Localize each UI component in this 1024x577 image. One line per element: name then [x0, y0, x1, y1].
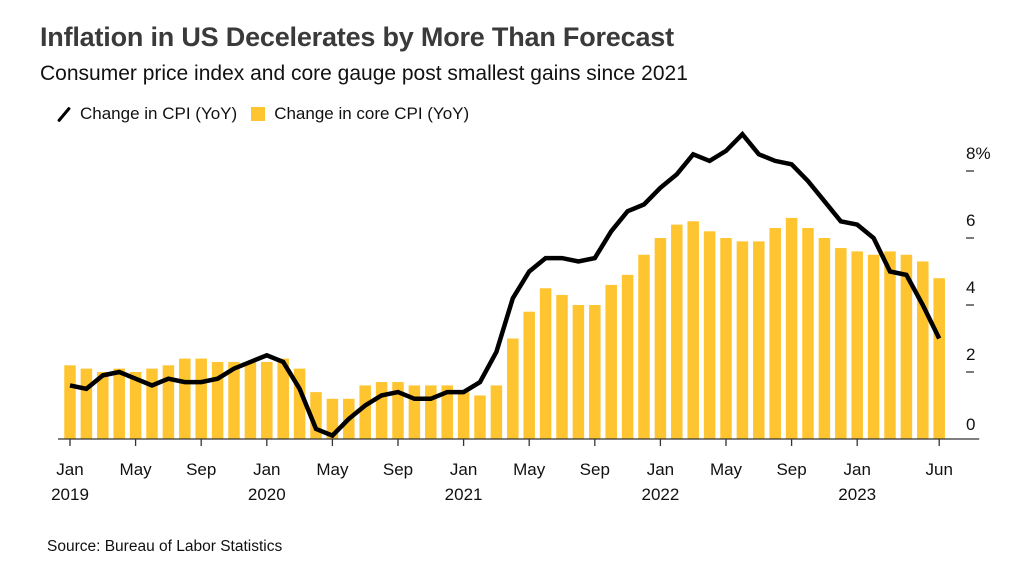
core-cpi-bar — [933, 278, 945, 439]
x-tick-label: Jan — [843, 460, 870, 479]
core-cpi-bar — [621, 274, 634, 439]
core-cpi-bar — [474, 395, 486, 439]
core-cpi-bar — [507, 338, 519, 439]
x-tick-label: May — [316, 460, 349, 479]
core-cpi-bar — [523, 311, 535, 439]
core-cpi-bar — [179, 358, 191, 439]
x-tick-label: Jan — [56, 460, 83, 479]
x-tick-year-label: 2023 — [838, 485, 876, 504]
core-cpi-bar — [736, 241, 749, 439]
y-tick-label: 6 — [966, 211, 975, 230]
core-cpi-bar — [539, 288, 552, 439]
legend-item-core-cpi: Change in core CPI (YoY) — [251, 104, 469, 124]
x-tick-label: Sep — [580, 460, 610, 479]
cpi-line-group — [69, 130, 942, 439]
x-tick-label: Jan — [450, 460, 477, 479]
core-cpi-bar — [293, 368, 306, 439]
x-tick-labels: Jan 2019 May Sep Jan 2020 May Sep Jan 2021 May Sep J… — [51, 460, 953, 504]
core-cpi-bar — [785, 217, 798, 439]
core-cpi-bar — [277, 358, 289, 439]
core-cpi-bar — [425, 385, 437, 439]
core-cpi-bar — [753, 241, 765, 439]
x-tick-label: Sep — [776, 460, 806, 479]
core-cpi-bar — [638, 254, 650, 439]
y-axis: 0 2 4 6 8% — [966, 144, 991, 434]
core-cpi-bar — [917, 261, 929, 439]
core-cpi-bar — [835, 248, 847, 439]
legend-label-core-cpi: Change in core CPI (YoY) — [274, 104, 470, 123]
x-tick-year-label: 2019 — [51, 485, 89, 504]
core-cpi-bar — [129, 372, 142, 439]
core-cpi-bar — [441, 385, 453, 439]
core-cpi-bar — [671, 224, 683, 439]
legend: Change in CPI (YoY) Change in core CPI (… — [56, 104, 483, 124]
core-cpi-bar — [113, 368, 125, 439]
y-tick-label: 8% — [966, 144, 991, 163]
core-cpi-bar — [687, 221, 699, 439]
x-tick-label: Jan — [253, 460, 280, 479]
core-cpi-bar — [556, 294, 568, 439]
core-cpi-bar — [457, 392, 470, 439]
core-cpi-bar — [720, 238, 732, 439]
legend-label-cpi: Change in CPI (YoY) — [80, 104, 238, 123]
core-cpi-bar — [392, 382, 404, 439]
core-cpi-bar — [326, 398, 339, 439]
x-axis — [58, 438, 980, 446]
core-cpi-bar — [867, 254, 880, 439]
y-tick-label: 4 — [966, 278, 975, 297]
core-cpi-bar — [900, 254, 913, 439]
core-cpi-bar — [195, 358, 207, 439]
core-cpi-bar — [162, 365, 175, 439]
core-cpi-bar — [211, 361, 224, 439]
x-tick-label: Jun — [925, 460, 952, 479]
source-note: Source: Bureau of Labor Statistics — [47, 538, 283, 555]
core-cpi-bar — [769, 227, 781, 439]
core-cpi-bar — [97, 372, 109, 439]
x-tick-label: Sep — [383, 460, 413, 479]
x-tick-label: May — [710, 460, 743, 479]
core-cpi-bars — [64, 217, 945, 439]
y-tick-label: 2 — [966, 345, 975, 364]
x-tick-label: May — [513, 460, 546, 479]
core-cpi-bar — [80, 368, 93, 439]
core-cpi-bar — [64, 365, 76, 439]
core-cpi-bar — [146, 368, 158, 439]
x-tick-year-label: 2021 — [445, 485, 483, 504]
core-cpi-bar — [851, 251, 863, 439]
core-cpi-bar — [818, 238, 831, 439]
core-cpi-bar — [654, 238, 667, 439]
x-tick-label: May — [120, 460, 153, 479]
x-tick-label: Jan — [647, 460, 674, 479]
y-tick-label: 0 — [966, 415, 975, 434]
chart-subtitle: Consumer price index and core gauge post… — [40, 62, 688, 85]
x-tick-label: Sep — [186, 460, 216, 479]
core-cpi-bar — [310, 392, 322, 439]
core-cpi-bar — [359, 385, 371, 439]
core-cpi-bar — [605, 284, 617, 439]
core-cpi-bar — [884, 251, 896, 439]
core-cpi-bar — [589, 305, 601, 439]
core-cpi-bar — [703, 231, 716, 439]
core-cpi-bar — [261, 361, 273, 439]
core-cpi-bar — [244, 361, 257, 439]
core-cpi-bar — [375, 382, 388, 439]
cpi-line — [69, 130, 942, 439]
core-cpi-bar — [490, 385, 503, 439]
core-cpi-bar — [802, 227, 814, 439]
bar-swatch-icon — [251, 107, 266, 121]
core-cpi-bar — [408, 385, 421, 439]
x-tick-year-label: 2020 — [248, 485, 286, 504]
core-cpi-bar — [228, 361, 240, 439]
legend-item-cpi: Change in CPI (YoY) — [56, 104, 237, 124]
core-cpi-bar — [572, 305, 585, 439]
x-tick-year-label: 2022 — [641, 485, 679, 504]
chart-title: Inflation in US Decelerates by More Than… — [40, 22, 674, 52]
